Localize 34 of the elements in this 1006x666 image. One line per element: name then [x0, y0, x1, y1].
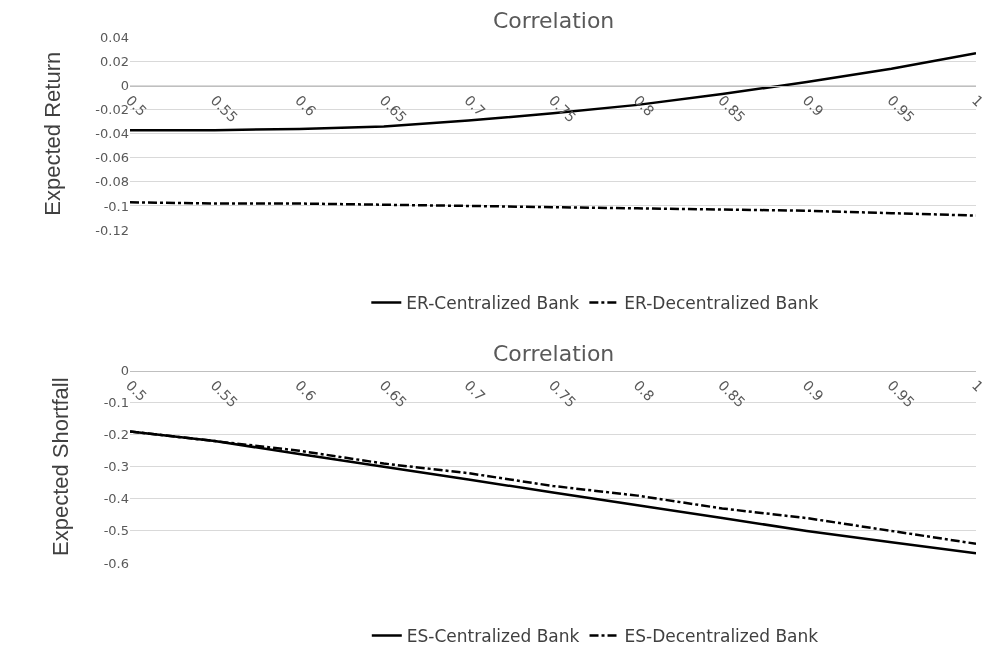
x-tick-label: 0.8	[630, 92, 658, 120]
x-tick-label: 0.9	[799, 377, 827, 405]
legend-label: ER-Centralized Bank	[406, 293, 580, 314]
legend-label: ES-Centralized Bank	[406, 626, 580, 647]
y-tick-label: -0.5	[103, 523, 129, 539]
y-tick-label: -0.08	[95, 174, 129, 190]
x-tick-label: 0.6	[292, 377, 320, 405]
x-tick-label: 0.7	[461, 92, 489, 120]
x-tick-label: 0.8	[630, 377, 658, 405]
y-tick-label: -0.1	[103, 395, 129, 411]
y-tick-label: -0.3	[103, 459, 129, 475]
x-tick-label: 0.9	[799, 92, 827, 120]
y-tick-label: -0.06	[95, 150, 129, 166]
x-tick-label: 1	[968, 377, 987, 395]
y-tick-label: -0.6	[103, 555, 129, 571]
legend-label: ES-Decentralized Bank	[624, 626, 819, 647]
y-axis-title: Expected Shortfall	[48, 377, 74, 557]
y-tick-label: -0.04	[95, 126, 129, 142]
x-axis-title: Correlation	[493, 8, 615, 33]
x-tick-label: 0.7	[461, 377, 489, 405]
y-tick-label: 0.02	[100, 54, 129, 70]
y-tick-label: 0	[120, 78, 129, 94]
legend-label: ER-Decentralized Bank	[624, 293, 819, 314]
y-tick-label: -0.2	[103, 427, 129, 443]
x-tick-label: 1	[968, 92, 987, 110]
y-axis-title: Expected Return	[40, 51, 66, 216]
y-tick-label: 0.04	[100, 30, 129, 46]
line-series	[130, 201, 976, 217]
y-tick-label: -0.1	[103, 198, 129, 214]
x-tick-label: 0.6	[292, 92, 320, 120]
y-tick-label: 0	[120, 363, 129, 379]
x-axis-title: Correlation	[493, 341, 615, 366]
y-tick-label: -0.4	[103, 491, 129, 507]
y-tick-label: -0.12	[95, 222, 129, 238]
